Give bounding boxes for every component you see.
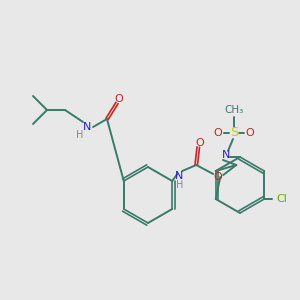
Text: N: N (175, 171, 183, 181)
Text: O: O (115, 94, 123, 104)
Text: N: N (83, 122, 91, 132)
Text: O: O (246, 128, 254, 138)
Text: N: N (222, 150, 230, 160)
Text: S: S (230, 127, 238, 140)
Text: O: O (214, 128, 222, 138)
Text: H: H (176, 180, 183, 190)
Text: H: H (76, 130, 84, 140)
Text: CH₃: CH₃ (224, 105, 244, 115)
Text: Cl: Cl (277, 194, 288, 204)
Text: O: O (214, 172, 223, 182)
Text: O: O (196, 138, 205, 148)
